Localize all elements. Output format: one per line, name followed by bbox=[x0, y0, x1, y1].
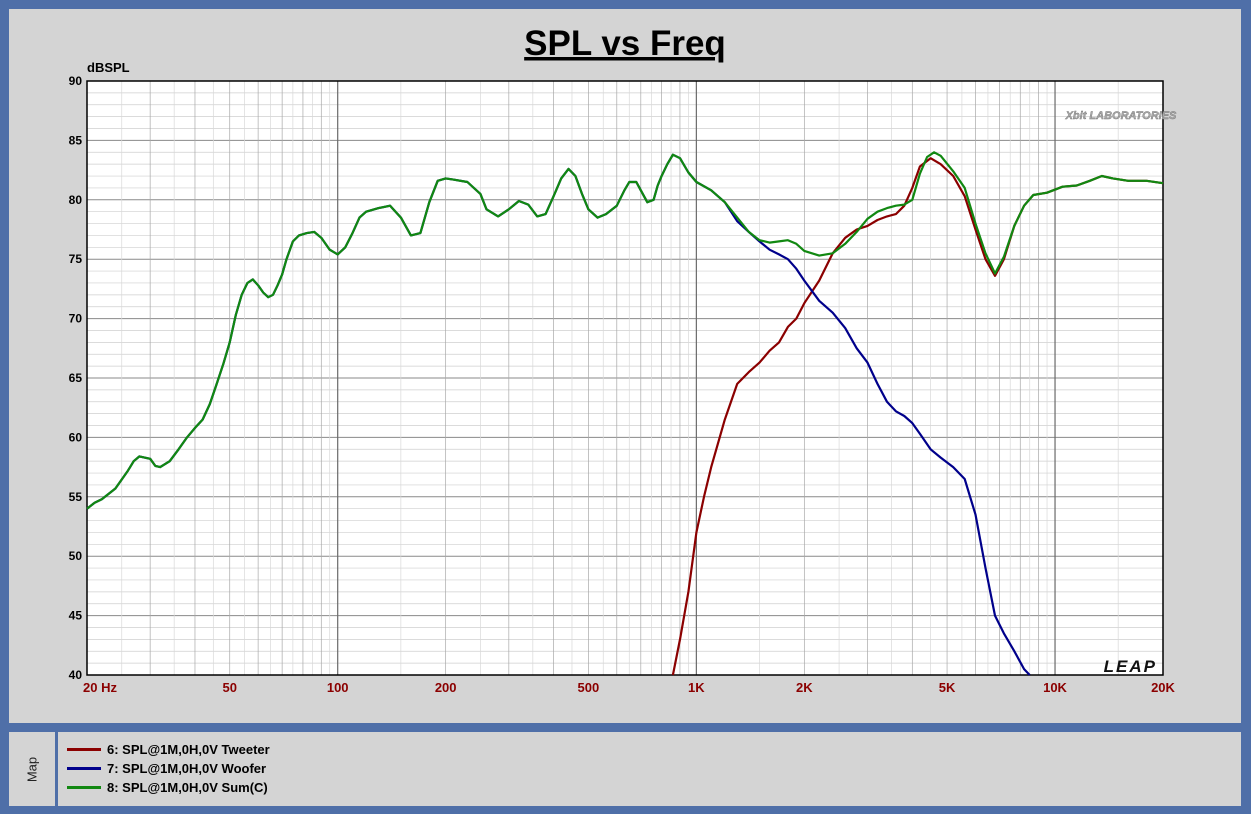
legend-item-woofer[interactable]: 7: SPL@1M,0H,0V Woofer bbox=[67, 759, 270, 778]
y-tick-label: 70 bbox=[69, 312, 83, 326]
x-tick-label: 50 bbox=[222, 680, 236, 695]
y-tick-label: 45 bbox=[69, 609, 83, 623]
legend-swatch bbox=[67, 786, 101, 789]
chart-title: SPL vs Freq bbox=[524, 24, 726, 63]
spl-chart: SPL vs Freq dBSPL 40 45 50 55 60 65 70 75 80 85 90… bbox=[69, 24, 1178, 695]
map-tab-label: Map bbox=[24, 756, 40, 783]
y-tick-label: 65 bbox=[69, 371, 83, 385]
legend-item-sum[interactable]: 8: SPL@1M,0H,0V Sum(C) bbox=[67, 778, 270, 797]
legend-label: 6: SPL@1M,0H,0V Tweeter bbox=[107, 742, 270, 757]
x-tick-label: 200 bbox=[435, 680, 457, 695]
legend-label: 7: SPL@1M,0H,0V Woofer bbox=[107, 761, 267, 776]
y-tick-label: 40 bbox=[69, 668, 83, 682]
x-tick-label: 20 Hz bbox=[83, 680, 117, 695]
map-tab[interactable]: Map bbox=[9, 732, 58, 806]
y-tick-label: 50 bbox=[69, 549, 83, 563]
legend-item-tweeter[interactable]: 6: SPL@1M,0H,0V Tweeter bbox=[67, 740, 270, 759]
grid-layer bbox=[86, 80, 1164, 676]
x-tick-label: 2K bbox=[796, 680, 813, 695]
x-tick-label: 500 bbox=[578, 680, 600, 695]
y-tick-label: 80 bbox=[69, 193, 83, 207]
y-tick-label: 75 bbox=[69, 252, 83, 266]
y-tick-label: 55 bbox=[69, 490, 83, 504]
series-layer bbox=[86, 151, 1164, 676]
x-tick-label: 5K bbox=[939, 680, 956, 695]
x-tick-label: 20K bbox=[1151, 680, 1175, 695]
x-tick-label: 10K bbox=[1043, 680, 1067, 695]
tick-layer: 40 45 50 55 60 65 70 75 80 85 90 20 Hz 50 100 200 500 1K… bbox=[69, 74, 1176, 695]
series-line-3 bbox=[86, 151, 1164, 510]
y-tick-label: 85 bbox=[69, 133, 83, 147]
x-tick-label: 1K bbox=[688, 680, 705, 695]
plot-frame bbox=[86, 80, 1164, 676]
leap-watermark: LEAP bbox=[1104, 657, 1157, 676]
y-tick-label: 90 bbox=[69, 74, 83, 88]
plot-panel: SPL vs Freq dBSPL 40 45 50 55 60 65 70 75 80 85 90… bbox=[9, 9, 1241, 723]
y-axis-label: dBSPL bbox=[87, 60, 130, 75]
x-tick-label: 100 bbox=[327, 680, 349, 695]
legend-panel: Map 6: SPL@1M,0H,0V Tweeter 7: SPL@1M,0H… bbox=[9, 732, 1241, 806]
logo-text: Xbit LABORATORIES bbox=[1065, 110, 1177, 122]
legend-swatch bbox=[67, 748, 101, 751]
legend-list: 6: SPL@1M,0H,0V Tweeter 7: SPL@1M,0H,0V … bbox=[67, 740, 270, 797]
y-tick-label: 60 bbox=[69, 430, 83, 444]
legend-swatch bbox=[67, 767, 101, 770]
xbit-logo: Xbit LABORATORIES bbox=[1064, 110, 1177, 122]
legend-label: 8: SPL@1M,0H,0V Sum(C) bbox=[107, 780, 268, 795]
